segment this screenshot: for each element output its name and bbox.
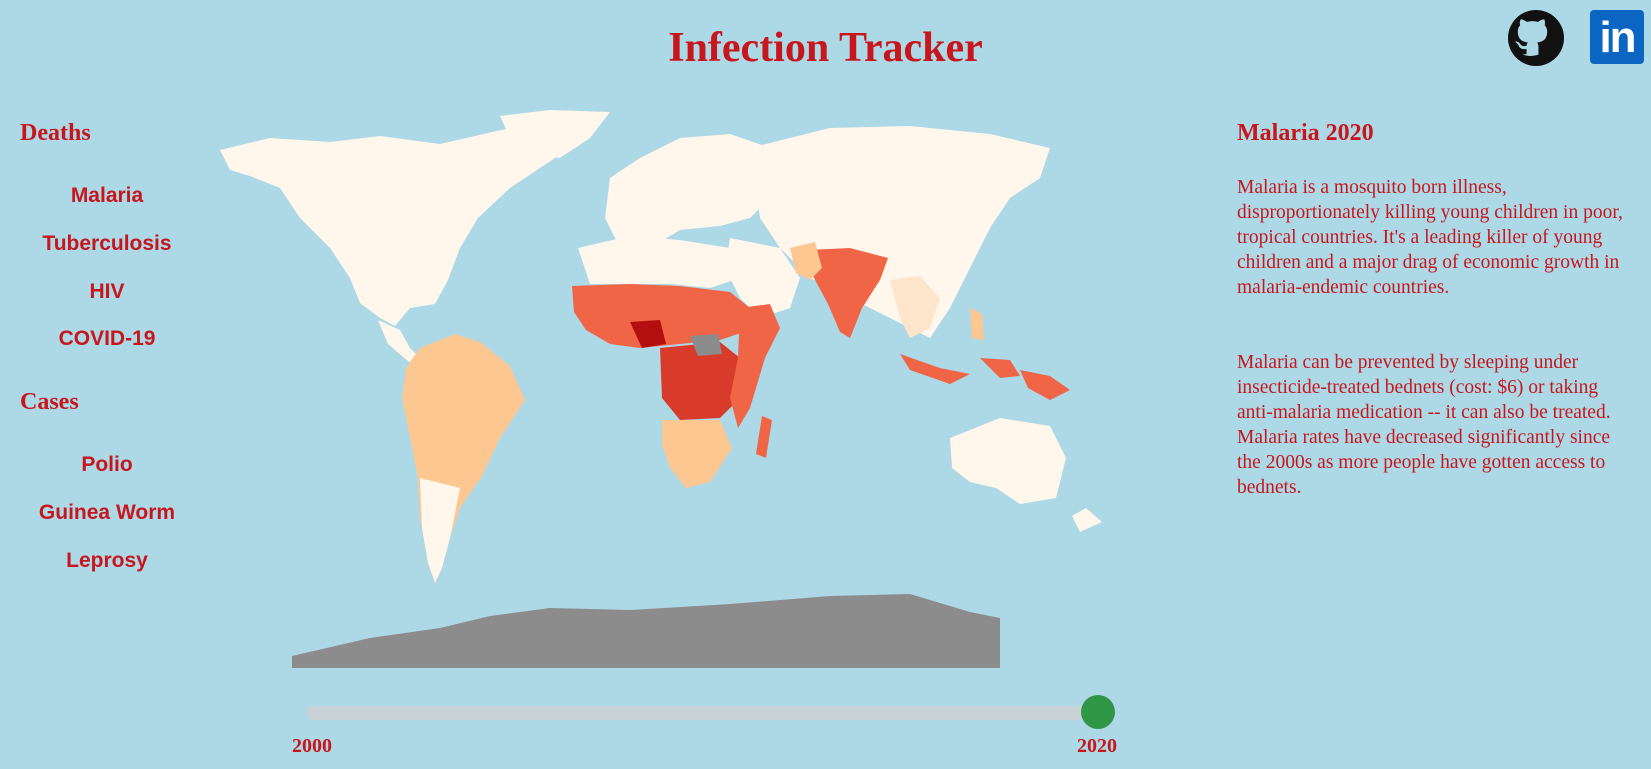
info-paragraph-2: Malaria can be prevented by sleeping und… <box>1237 352 1611 498</box>
south-sudan[interactable] <box>690 334 722 356</box>
slider-max-label: 2020 <box>1077 735 1117 757</box>
new-zealand[interactable] <box>1072 508 1102 532</box>
menu-item-malaria[interactable]: Malaria <box>70 184 144 207</box>
antarctica[interactable] <box>292 594 1000 668</box>
menu-item-tuberculosis[interactable]: Tuberculosis <box>42 232 172 255</box>
indonesia[interactable] <box>900 354 970 384</box>
africa-east[interactable] <box>730 304 780 428</box>
south-america-south[interactable] <box>420 478 460 583</box>
menu-item-polio[interactable]: Polio <box>81 453 133 476</box>
india[interactable] <box>808 248 888 338</box>
australia[interactable] <box>950 418 1066 504</box>
menu-item-leprosy[interactable]: Leprosy <box>66 549 148 572</box>
southeast-asia[interactable] <box>890 276 940 338</box>
github-icon[interactable] <box>1508 10 1564 66</box>
africa-west[interactable] <box>572 284 750 348</box>
nigeria[interactable] <box>630 320 666 348</box>
slider-min-label: 2000 <box>292 735 332 757</box>
deaths-heading: Deaths <box>20 120 91 146</box>
page-title: Infection Tracker <box>668 25 983 71</box>
africa-central[interactable] <box>660 342 740 420</box>
year-slider-track[interactable] <box>306 706 1096 720</box>
menu-item-guinea-worm[interactable]: Guinea Worm <box>38 501 176 524</box>
world-map[interactable] <box>210 108 1210 688</box>
africa-south[interactable] <box>662 420 732 488</box>
philippines[interactable] <box>970 308 984 340</box>
menu-item-hiv[interactable]: HIV <box>89 280 125 303</box>
madagascar[interactable] <box>756 416 772 458</box>
year-slider-handle[interactable] <box>1081 695 1115 729</box>
cases-heading: Cases <box>20 389 79 415</box>
europe[interactable] <box>605 134 770 248</box>
pakistan[interactable] <box>790 242 822 280</box>
papua[interactable] <box>1020 370 1070 400</box>
linkedin-icon[interactable]: in <box>1590 10 1644 64</box>
info-title: Malaria 2020 <box>1237 120 1374 146</box>
south-america[interactable] <box>402 334 525 583</box>
central-america[interactable] <box>378 320 422 366</box>
africa-north[interactable] <box>578 236 740 288</box>
indonesia-east[interactable] <box>980 358 1020 378</box>
menu-item-covid-19[interactable]: COVID-19 <box>58 327 156 350</box>
info-paragraph-1: Malaria is a mosquito born illness, disp… <box>1237 177 1623 298</box>
north-america[interactable] <box>220 116 600 326</box>
middle-east[interactable] <box>725 238 800 318</box>
greenland[interactable] <box>500 110 610 158</box>
